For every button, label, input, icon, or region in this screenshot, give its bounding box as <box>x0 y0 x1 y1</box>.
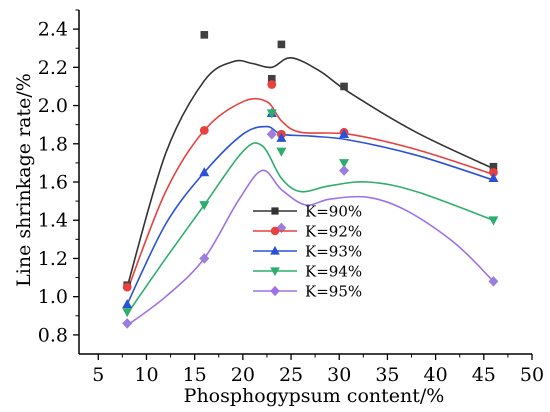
legend-marker <box>270 267 280 277</box>
legend-marker <box>270 226 280 236</box>
x-tick-label: 40 <box>424 364 448 386</box>
data-point <box>266 109 277 119</box>
data-point <box>489 162 498 171</box>
data-point <box>267 80 277 89</box>
data-point <box>488 216 499 226</box>
x-tick-label: 15 <box>183 364 207 386</box>
legend-label: K=92% <box>305 223 362 241</box>
x-tick-label: 50 <box>520 364 544 386</box>
x-tick-label: 10 <box>134 364 158 386</box>
x-tick-label: 25 <box>279 364 303 386</box>
data-point <box>276 147 287 157</box>
y-tick-label: 1.2 <box>38 248 68 270</box>
data-point <box>267 75 276 83</box>
legend-label: K=94% <box>305 263 362 281</box>
x-tick-label: 45 <box>472 364 496 386</box>
data-point <box>276 132 287 142</box>
y-tick-label: 2.2 <box>38 57 68 79</box>
legend-marker <box>270 285 280 297</box>
fit-curve-2 <box>126 97 494 292</box>
data-point <box>122 299 133 309</box>
legend-marker <box>270 245 280 255</box>
data-point <box>199 167 210 177</box>
data-points <box>122 31 499 329</box>
data-point <box>340 82 348 91</box>
data-point <box>339 159 350 169</box>
x-tick-label: 30 <box>327 364 351 386</box>
y-tick-label: 1.4 <box>38 210 68 232</box>
y-tick-label: 1.8 <box>38 133 68 155</box>
data-point <box>199 201 210 211</box>
x-tick-label: 35 <box>375 364 399 386</box>
legend-label: K=90% <box>305 203 362 221</box>
x-tick-label: 20 <box>231 364 255 386</box>
fit-curves <box>126 56 494 326</box>
y-tick-label: 2.0 <box>38 95 68 117</box>
data-point <box>277 40 286 49</box>
x-axis-title: Phosphogypsum content/% <box>184 385 445 407</box>
fit-curve-1 <box>126 56 494 288</box>
data-point <box>122 318 133 329</box>
fit-curve-5 <box>126 169 494 326</box>
data-point <box>266 128 277 140</box>
legend: K=90% K=92% K=93% K=94% K=95% <box>253 203 362 301</box>
data-point <box>122 308 133 318</box>
data-point <box>199 125 209 135</box>
data-point <box>200 31 209 39</box>
y-axis-title: Line shrinkage rate/% <box>13 73 35 287</box>
x-tick-label: 5 <box>92 364 104 386</box>
legend-marker <box>271 207 279 215</box>
fit-curve-4 <box>126 142 494 315</box>
data-point <box>488 276 499 287</box>
data-point <box>339 165 350 176</box>
y-tick-label: 1.6 <box>38 172 68 194</box>
data-point <box>122 282 132 292</box>
y-tick-label: 0.8 <box>38 324 68 346</box>
legend-label: K=93% <box>305 243 362 261</box>
data-point <box>339 128 350 139</box>
data-point <box>489 168 498 177</box>
legend-label: K=95% <box>305 283 362 301</box>
y-tick-label: 1.0 <box>38 286 68 308</box>
axes: 5 10 15 20 25 30 35 40 45 50 0.8 1.0 1.2 1.4 1.6 1.8 2.0… <box>38 9 544 386</box>
fit-curve-3 <box>126 125 494 305</box>
data-point <box>199 253 210 264</box>
data-point <box>488 172 499 182</box>
y-tick-label: 2.4 <box>38 19 68 41</box>
